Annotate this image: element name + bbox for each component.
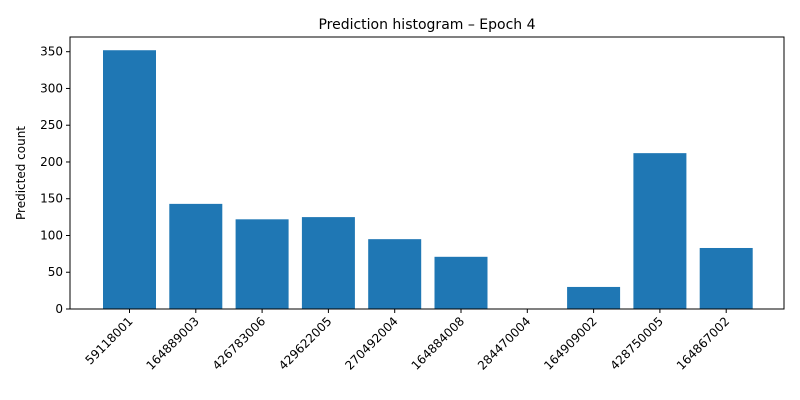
y-tick-label: 100 <box>40 228 63 242</box>
y-axis-label: Predicted count <box>14 126 28 220</box>
chart-title: Prediction histogram – Epoch 4 <box>318 17 535 33</box>
y-tick-label: 350 <box>40 45 63 59</box>
bar-164884008 <box>434 256 488 309</box>
bar-164867002 <box>699 247 753 309</box>
bar-164909002 <box>567 286 621 309</box>
bar-59118001 <box>103 50 156 310</box>
bar-270492004 <box>368 239 422 309</box>
bar-164889003 <box>169 203 223 309</box>
y-tick-label: 200 <box>40 155 63 169</box>
y-tick-label: 150 <box>40 192 63 206</box>
bar-428750005 <box>633 153 687 309</box>
y-tick-label: 300 <box>40 81 63 95</box>
y-tick-label: 50 <box>48 265 63 279</box>
y-tick-label: 250 <box>40 118 63 132</box>
y-tick-label: 0 <box>55 302 63 316</box>
bar-429622005 <box>301 217 355 309</box>
plot-frame <box>69 36 785 310</box>
bars-group <box>103 50 753 310</box>
bar-426783006 <box>235 219 289 309</box>
y-axis: 0 50 100 150 200 250 300 350 <box>40 45 70 316</box>
